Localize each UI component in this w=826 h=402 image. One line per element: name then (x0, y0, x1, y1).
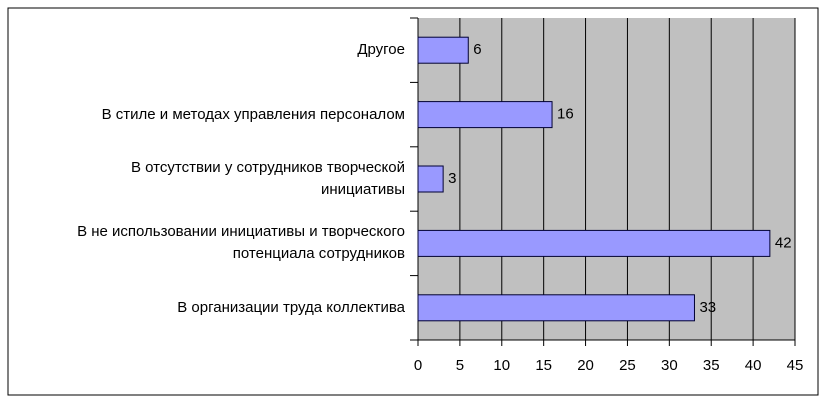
data-label: 42 (775, 234, 792, 251)
y-tick-label: В не использовании инициативы и творческ… (77, 223, 405, 263)
x-tick-label: 0 (414, 357, 422, 374)
bar (417, 36, 469, 64)
data-label: 16 (557, 106, 574, 123)
y-tick-label: В отсутствии у сотрудников творческой ин… (130, 159, 405, 198)
plot-area (418, 18, 795, 340)
data-label: 3 (448, 170, 456, 187)
bar (417, 229, 771, 257)
bar (417, 101, 553, 129)
x-tick-label: 20 (577, 357, 594, 374)
x-tick-label: 40 (745, 357, 762, 374)
x-tick-label: 35 (703, 357, 720, 374)
data-label: 33 (699, 299, 716, 316)
x-tick-label: 15 (535, 357, 552, 374)
y-tick-label: В организации труда коллектива (177, 298, 405, 316)
data-label: 6 (473, 41, 481, 58)
x-tick-label: 45 (787, 357, 804, 374)
x-tick-label: 25 (619, 357, 636, 374)
bar (417, 165, 444, 193)
y-tick-label: Другое (357, 41, 405, 59)
x-tick-label: 10 (493, 357, 510, 374)
x-tick-label: 30 (661, 357, 678, 374)
y-tick-label: В стиле и методах управления персоналом (101, 105, 405, 123)
bar (417, 294, 695, 322)
x-tick-label: 5 (456, 357, 464, 374)
